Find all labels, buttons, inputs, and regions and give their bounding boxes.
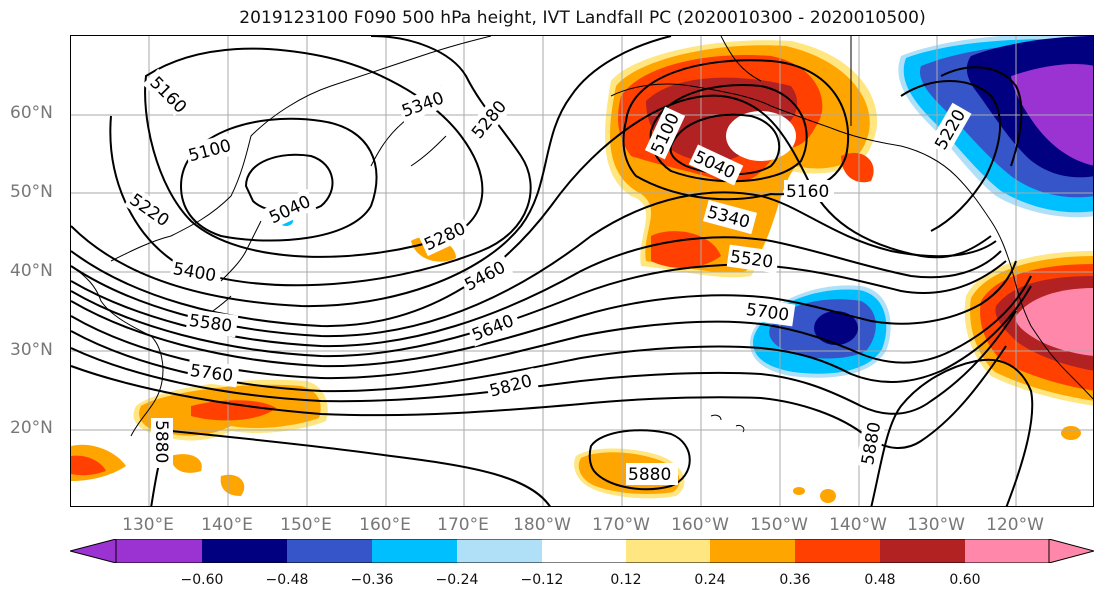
lon-label-140e: 140°E: [201, 515, 253, 535]
colorbar-bin-2: [202, 539, 287, 563]
lon-label-160w: 160°W: [671, 515, 729, 535]
contour-5760: [71, 310, 1017, 415]
colorbar-tick-048: 0.48: [864, 572, 896, 588]
contour-5040-east: [669, 113, 781, 176]
contour-label-5400-w: 5400: [171, 259, 217, 286]
colorbar-tick-n060: −0.60: [180, 572, 224, 588]
contour-5220-east: [900, 80, 1002, 232]
colorbar-canvas: [68, 538, 1096, 564]
contour-5820: [71, 345, 1007, 449]
lon-label-130w: 130°W: [907, 515, 965, 535]
graticule: [71, 36, 1093, 506]
map-panel: 5160 5100 5220 5040 5340 5280 5280 5400 …: [70, 35, 1094, 507]
lat-label-20n: 20°N: [10, 418, 53, 438]
lon-label-170e: 170°E: [437, 515, 489, 535]
lon-label-160e: 160°E: [359, 515, 411, 535]
colorbar-tick-036: 0.36: [779, 572, 811, 588]
colorbar-extend-high: [1048, 538, 1096, 564]
colorbar-bin-5: [457, 539, 542, 563]
colorbar-tick-024: 0.24: [694, 572, 726, 588]
colorbar-bin-9: [795, 539, 880, 563]
contour-5640: [71, 275, 1032, 380]
contour-5400: [71, 191, 997, 338]
contour-5280: [71, 36, 672, 308]
contour-5700: [71, 285, 1032, 393]
shade-npac-hole: [726, 111, 796, 161]
coastlines: [71, 36, 1093, 437]
contour-5880-east: [870, 358, 1034, 506]
shade-leftedge-red: [71, 455, 106, 476]
colorbar: [68, 538, 1096, 564]
lon-label-180w: 180°W: [513, 515, 571, 535]
colorbar-tick-n048: −0.48: [265, 572, 309, 588]
colorbar-extend-low: [68, 538, 117, 564]
contour-5880-west: [150, 429, 551, 506]
colorbar-bin-10: [880, 539, 965, 563]
contour-label-5160-e: 5160: [786, 182, 829, 202]
height-contours: [71, 36, 1034, 506]
colorbar-bin-1: [116, 539, 202, 563]
shade-cal-pink: [1015, 288, 1093, 356]
contour-5340: [71, 94, 992, 328]
colorbar-bin-7: [626, 539, 710, 563]
coast-alaska: [610, 36, 992, 222]
shade-wpac-orange: [139, 384, 321, 496]
coast-hawaii: [710, 414, 745, 433]
lon-label-150e: 150°E: [280, 515, 332, 535]
lat-label-60n: 60°N: [10, 103, 53, 123]
contour-5880-cpac: [588, 429, 691, 491]
contour-5160-east: [622, 59, 850, 201]
colorbar-tick-012: 0.12: [610, 572, 642, 588]
colorbar-bin-8: [710, 539, 795, 563]
contour-5460: [71, 236, 1002, 348]
shade-spot-2: [820, 489, 836, 503]
lat-label-50n: 50°N: [10, 182, 53, 202]
contour-5100-east: [649, 84, 808, 183]
colorbar-bin-11: [965, 539, 1049, 563]
coast-na-west: [990, 220, 1093, 400]
lon-label-170w: 170°W: [592, 515, 650, 535]
map-title: 2019123100 F090 500 hPa height, IVT Land…: [239, 8, 926, 28]
colorbar-tick-060: 0.60: [949, 572, 981, 588]
contour-label-5880-cpac: 5880: [628, 465, 671, 485]
contour-5160-west: [144, 47, 484, 258]
contour-5280-east: [940, 66, 1023, 167]
lon-label-130e: 130°E: [122, 515, 174, 535]
colorbar-tick-n024: −0.24: [435, 572, 479, 588]
shade-epac-navy: [814, 311, 858, 345]
colorbar-tick-n012: −0.12: [520, 572, 564, 588]
contour-label-5880-w: 5880: [151, 420, 171, 463]
shade-spot-4: [793, 487, 805, 495]
shade-wpac-redorange: [191, 400, 276, 421]
lat-label-30n: 30°N: [10, 340, 53, 360]
lon-label-120w: 120°W: [986, 515, 1044, 535]
contour-5580: [71, 260, 1017, 368]
contour-5100-west: [179, 117, 378, 242]
lat-label-40n: 40°N: [10, 261, 53, 281]
colorbar-bin-6: [542, 539, 626, 563]
contour-5520: [71, 260, 1007, 358]
colorbar-tick-n036: −0.36: [350, 572, 394, 588]
contour-5220-west: [109, 36, 532, 287]
colorbar-bin-4: [372, 539, 457, 563]
contour-label-5100-w: 5100: [186, 136, 233, 167]
shade-spot-1: [1061, 426, 1081, 440]
map-canvas: 5160 5100 5220 5040 5340 5280 5280 5400 …: [71, 36, 1093, 506]
colorbar-bin-3: [287, 539, 372, 563]
lon-label-140w: 140°W: [829, 515, 887, 535]
lon-label-150w: 150°W: [750, 515, 808, 535]
